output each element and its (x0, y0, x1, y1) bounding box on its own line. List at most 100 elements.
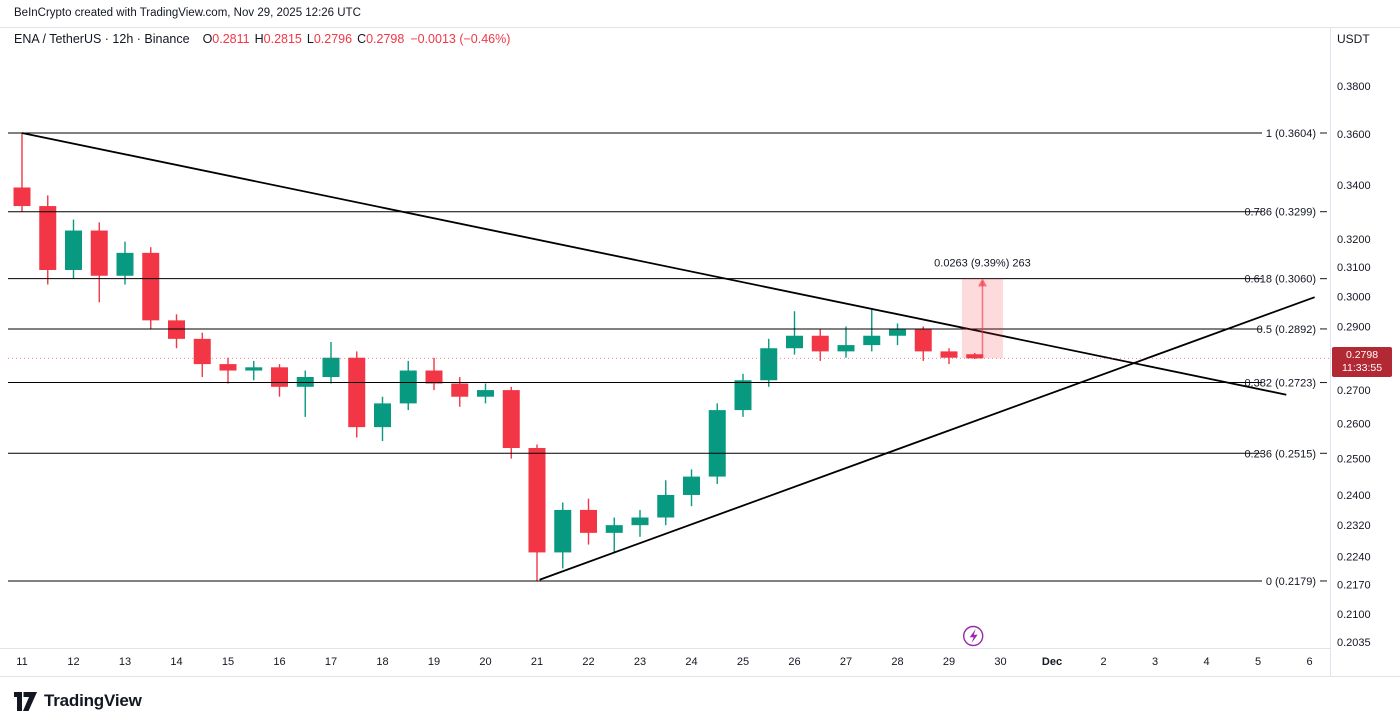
candle (245, 360, 263, 381)
tradingview-logo-icon[interactable] (14, 691, 37, 711)
time-axis[interactable]: 11 12 13 14 15 16 17 18 19 20 21 22 23 24 25 26 27 28 29 30… (16, 656, 1312, 668)
candle (580, 498, 597, 545)
last-price-badge[interactable]: 0.2798 11:33:55 (1332, 347, 1392, 378)
high-label: H (254, 32, 264, 46)
candle (657, 480, 675, 526)
change-value: −0.0013 (−0.46%) (410, 32, 511, 46)
ohlc-readout: O0.2811 H0.2815 L0.2796 C0.2798 −0.0013 (−0.… (198, 32, 511, 46)
time-tick-label: 2 (1100, 656, 1106, 668)
candle (271, 364, 288, 397)
price-tick-label: 0.2035 (1337, 637, 1371, 649)
candle (13, 132, 31, 212)
chart-frame (0, 27, 1400, 677)
candle (451, 377, 469, 407)
event-marker[interactable] (963, 625, 984, 647)
price-tick-label: 0.3600 (1337, 129, 1371, 141)
time-tick-label: 27 (840, 656, 852, 668)
time-tick-label: Dec (1042, 656, 1062, 668)
candle (889, 323, 906, 346)
time-tick-label: 6 (1306, 656, 1312, 668)
price-axis[interactable]: 0.3800 0.3600 0.3400 0.3200 0.3100 0.3000 0.29… (1337, 81, 1371, 649)
currency-label[interactable]: USDT (1337, 32, 1370, 46)
candle (914, 326, 932, 361)
high-value: 0.2815 (263, 32, 302, 46)
time-tick-label: 21 (531, 656, 543, 668)
time-tick-label: 15 (222, 656, 234, 668)
price-tick-label: 0.3000 (1337, 291, 1371, 303)
candle (760, 338, 778, 387)
low-value: 0.2796 (313, 32, 353, 46)
candle (168, 314, 185, 349)
open-label: O (202, 32, 213, 46)
measure-arrow-head (977, 278, 987, 287)
symbol-info-bar: ENA / TetherUS · 12h · Binance O0.2811 H0.… (14, 32, 510, 46)
low-label: L (306, 32, 314, 46)
time-tick-label: 19 (428, 656, 440, 668)
candle (296, 370, 314, 417)
tradingview-logo-text[interactable]: TradingView (44, 691, 142, 710)
lightning-bolt-glyph (969, 629, 978, 643)
time-tick-label: 18 (376, 656, 388, 668)
candle (322, 341, 340, 384)
measure-tool[interactable]: 0.0263 (9.39%) 263 (934, 257, 1031, 359)
time-tick-label: 25 (737, 656, 749, 668)
open-value: 0.2811 (212, 32, 250, 46)
price-tick-label: 0.3800 (1337, 81, 1371, 93)
fib-level-label: 0 (0.2179) (1266, 576, 1316, 588)
candle (142, 247, 160, 330)
price-tick-label: 0.2500 (1337, 454, 1371, 466)
time-tick-label: 16 (273, 656, 285, 668)
time-tick-label: 3 (1152, 656, 1158, 668)
trendlines[interactable] (21, 132, 1315, 581)
time-tick-label: 14 (170, 656, 182, 668)
price-tick-label: 0.3400 (1337, 180, 1371, 192)
time-tick-label: 26 (788, 656, 800, 668)
price-tick-label: 0.2100 (1337, 609, 1371, 621)
time-tick-label: 22 (582, 656, 594, 668)
candle (708, 403, 726, 484)
candle (477, 383, 494, 404)
candle (425, 357, 443, 391)
candle (683, 469, 700, 507)
time-tick-label: 13 (119, 656, 131, 668)
candle (193, 332, 211, 378)
fib-level-label: 0.382 (0.2723) (1244, 378, 1316, 390)
time-tick-label: 20 (479, 656, 491, 668)
candle (348, 351, 366, 438)
candle (786, 311, 803, 355)
time-tick-label: 12 (67, 656, 79, 668)
time-tick-label: 11 (16, 656, 27, 668)
price-tick-label: 0.2600 (1337, 419, 1371, 431)
candle (734, 373, 752, 417)
ascending-trendline[interactable] (539, 296, 1315, 581)
candle (811, 329, 829, 361)
symbol-title[interactable]: ENA / TetherUS · 12h · Binance (14, 32, 190, 46)
candle (863, 308, 881, 352)
fib-level-label: 0.236 (0.2515) (1244, 448, 1316, 460)
footer-bar: TradingView (14, 691, 142, 711)
price-tick-label: 0.2400 (1337, 490, 1371, 502)
time-tick-label: 17 (325, 656, 337, 668)
candle (631, 509, 649, 537)
candle (374, 396, 391, 441)
time-tick-label: 29 (943, 656, 955, 668)
candle (940, 348, 958, 365)
time-tick-label: 24 (685, 656, 697, 668)
descending-trendline[interactable] (21, 132, 1287, 396)
candle (554, 502, 572, 569)
close-value: 0.2798 (366, 32, 405, 46)
bar-countdown: 11:33:55 (1341, 361, 1383, 374)
fib-level-label: 0.5 (0.2892) (1257, 324, 1316, 336)
candle (966, 352, 984, 359)
candle (605, 517, 623, 553)
fib-retracement-tool[interactable]: 1 (0.3604) 0.786 (0.3299) 0.618 (0.3060) 0.… (8, 128, 1327, 588)
price-tick-label: 0.2240 (1337, 551, 1371, 563)
candle (116, 241, 134, 285)
price-tick-label: 0.2170 (1337, 580, 1371, 592)
candle (219, 357, 237, 384)
price-tick-label: 0.3200 (1337, 234, 1371, 246)
candle (502, 386, 520, 459)
measure-label: 0.0263 (9.39%) 263 (934, 257, 1031, 269)
candle (39, 195, 57, 285)
